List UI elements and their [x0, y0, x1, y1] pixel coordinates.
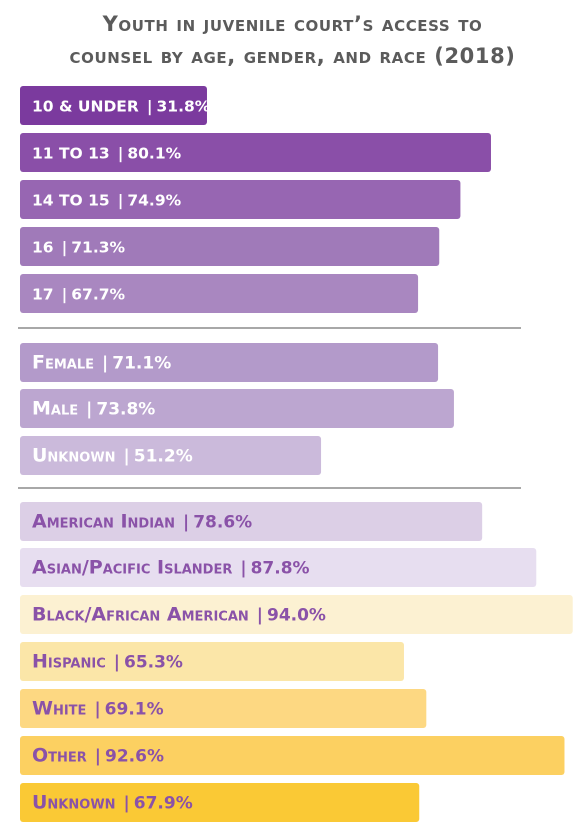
bar-race-asian-pacific-islander — [20, 548, 537, 587]
label-separator: | — [183, 513, 189, 533]
bar-label-race-unknown: Unknown | 67.9% — [32, 792, 193, 814]
bar-label-gender-unknown: Unknown | 51.2% — [32, 445, 193, 467]
category-label: Unknown — [32, 792, 116, 814]
category-label: Female — [32, 352, 94, 374]
bar-label-gender-male: Male | 73.8% — [32, 398, 155, 420]
bar-race-unknown — [20, 783, 420, 822]
bar-race-other — [20, 736, 565, 775]
category-label: Other — [32, 745, 87, 767]
data-label: 80.1% — [127, 145, 181, 163]
label-separator: | — [240, 559, 246, 579]
label-separator: | — [147, 98, 153, 117]
bar-gender-male — [20, 389, 454, 428]
data-label: 78.6% — [193, 513, 252, 533]
category-label: 10 & UNDER — [32, 98, 139, 116]
bar-label-gender-female: Female | 71.1% — [32, 352, 171, 374]
bar-label-age-17: 17 | 67.7% — [32, 286, 125, 305]
bar-race-black-african-american — [20, 595, 573, 634]
data-label: 67.7% — [71, 286, 125, 304]
data-label: 94.0% — [267, 606, 326, 626]
data-label: 67.9% — [134, 794, 193, 814]
bar-label-age-11-to-13: 11 TO 13 | 80.1% — [32, 145, 182, 164]
category-label: Asian/Pacific Islander — [32, 557, 232, 579]
label-separator: | — [114, 653, 120, 673]
label-separator: | — [124, 447, 130, 467]
bar-label-race-american-indian: American Indian | 78.6% — [32, 511, 252, 533]
bar-label-age-10-under: 10 & UNDER | 31.8% — [32, 98, 211, 117]
category-label: Black/African American — [32, 604, 249, 626]
data-label: 69.1% — [105, 700, 164, 720]
category-label: American Indian — [32, 511, 175, 533]
label-separator: | — [118, 192, 124, 211]
label-separator: | — [62, 239, 68, 258]
data-label: 87.8% — [251, 559, 310, 579]
label-separator: | — [257, 606, 263, 626]
bar-race-hispanic — [20, 642, 404, 681]
label-separator: | — [86, 400, 92, 420]
chart-title-line-2: counsel by age, gender, and race (2018) — [69, 44, 516, 68]
bar-label-race-hispanic: Hispanic | 65.3% — [32, 651, 183, 673]
label-separator: | — [124, 794, 130, 814]
label-separator: | — [94, 700, 100, 720]
bar-label-age-14-to-15: 14 TO 15 | 74.9% — [32, 192, 182, 211]
bar-label-age-16: 16 | 71.3% — [32, 239, 125, 258]
category-label: 14 TO 15 — [32, 192, 110, 210]
bar-gender-female — [20, 343, 439, 382]
bar-age-14-to-15 — [20, 180, 461, 219]
data-label: 71.3% — [71, 239, 125, 257]
data-label: 92.6% — [105, 747, 164, 767]
chart-title: Youth in juvenile court’s access to coun… — [0, 8, 585, 72]
category-label: 16 — [32, 239, 54, 257]
label-separator: | — [95, 747, 101, 767]
data-label: 73.8% — [96, 400, 155, 420]
data-label: 31.8% — [157, 98, 211, 116]
bar-label-race-black-african-american: Black/African American | 94.0% — [32, 604, 326, 626]
category-label: Unknown — [32, 445, 116, 467]
bar-label-race-other: Other | 92.6% — [32, 745, 164, 767]
category-label: 11 TO 13 — [32, 145, 110, 163]
category-label: 17 — [32, 286, 54, 304]
category-label: White — [32, 698, 86, 720]
category-label: Male — [32, 398, 78, 420]
bar-age-17 — [20, 274, 419, 313]
bar-gender-unknown — [20, 436, 322, 475]
label-separator: | — [62, 286, 68, 305]
label-separator: | — [102, 354, 108, 374]
data-label: 65.3% — [124, 653, 183, 673]
bar-age-16 — [20, 227, 440, 266]
data-label: 74.9% — [127, 192, 181, 210]
category-label: Hispanic — [32, 651, 106, 673]
data-label: 51.2% — [134, 447, 193, 467]
label-separator: | — [118, 145, 124, 164]
bar-race-american-indian — [20, 502, 483, 541]
bar-label-race-asian-pacific-islander: Asian/Pacific Islander | 87.8% — [32, 557, 310, 579]
chart-title-line-1: Youth in juvenile court’s access to — [102, 12, 483, 36]
bar-age-11-to-13 — [20, 133, 491, 172]
bar-race-white — [20, 689, 427, 728]
bar-label-race-white: White | 69.1% — [32, 698, 164, 720]
data-label: 71.1% — [112, 354, 171, 374]
bar-age-10-under — [20, 86, 207, 125]
